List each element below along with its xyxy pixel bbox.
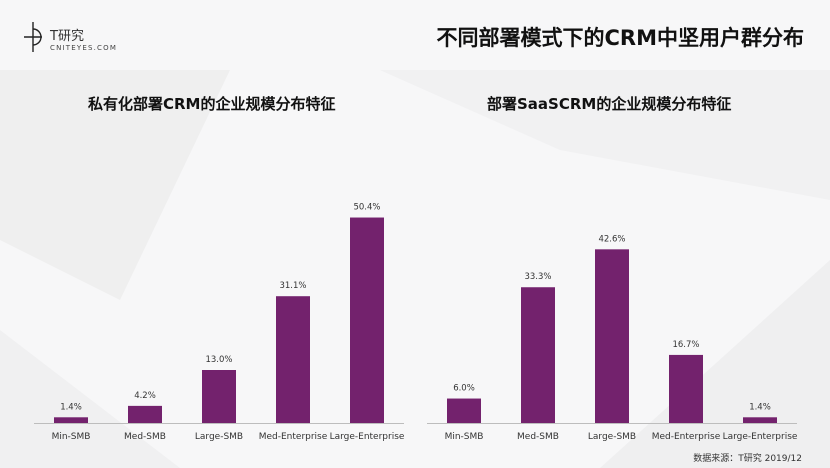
saas-tick-label-2: Large-SMB	[588, 432, 636, 442]
saas-tick-label-4: Large-Enterprise	[723, 432, 798, 442]
private-data-label-3: 31.1%	[279, 281, 306, 291]
private-bar-2	[202, 370, 236, 423]
saas-tick-label-0: Min-SMB	[445, 432, 484, 442]
private-data-label-0: 1.4%	[60, 402, 82, 412]
private-bar-0	[54, 417, 88, 423]
private-tick-label-3: Med-Enterprise	[259, 432, 328, 442]
data-source-note: 数据来源：T研究 2019/12	[693, 454, 802, 464]
private-tick-label-2: Large-SMB	[195, 432, 243, 442]
chart-title-private: 私有化部署CRM的企业规模分布特征	[88, 95, 336, 113]
page-title: 不同部署模式下的CRM中坚用户群分布	[436, 26, 804, 50]
saas-data-label-0: 6.0%	[453, 384, 475, 394]
saas-data-label-2: 42.6%	[598, 234, 625, 244]
private-tick-label-0: Min-SMB	[52, 432, 91, 442]
private-data-label-4: 50.4%	[353, 203, 380, 213]
private-tick-label-1: Med-SMB	[124, 432, 166, 442]
saas-tick-label-1: Med-SMB	[517, 432, 559, 442]
saas-bar-0	[447, 398, 481, 423]
logo-subtitle: CNITEYES.COM	[50, 44, 118, 52]
saas-data-label-1: 33.3%	[524, 272, 551, 282]
brand-logo: T研究 CNITEYES.COM	[22, 22, 142, 56]
private-data-label-1: 4.2%	[134, 391, 156, 401]
saas-bar-3	[669, 354, 703, 423]
saas-data-label-4: 1.4%	[749, 402, 771, 412]
private-tick-label-4: Large-Enterprise	[330, 432, 405, 442]
private-bar-3	[276, 296, 310, 423]
logo-name: T研究	[50, 29, 84, 44]
chart-title-saas: 部署SaaSCRM的企业规模分布特征	[487, 95, 732, 113]
logo-mark-icon	[24, 22, 42, 52]
saas-data-label-3: 16.7%	[672, 340, 699, 350]
private-data-label-2: 13.0%	[205, 355, 232, 365]
saas-tick-label-3: Med-Enterprise	[652, 432, 721, 442]
saas-bar-2	[595, 249, 629, 423]
private-bar-1	[128, 405, 162, 423]
saas-bar-1	[521, 287, 555, 423]
saas-bar-4	[743, 417, 777, 423]
private-bar-4	[350, 217, 384, 423]
